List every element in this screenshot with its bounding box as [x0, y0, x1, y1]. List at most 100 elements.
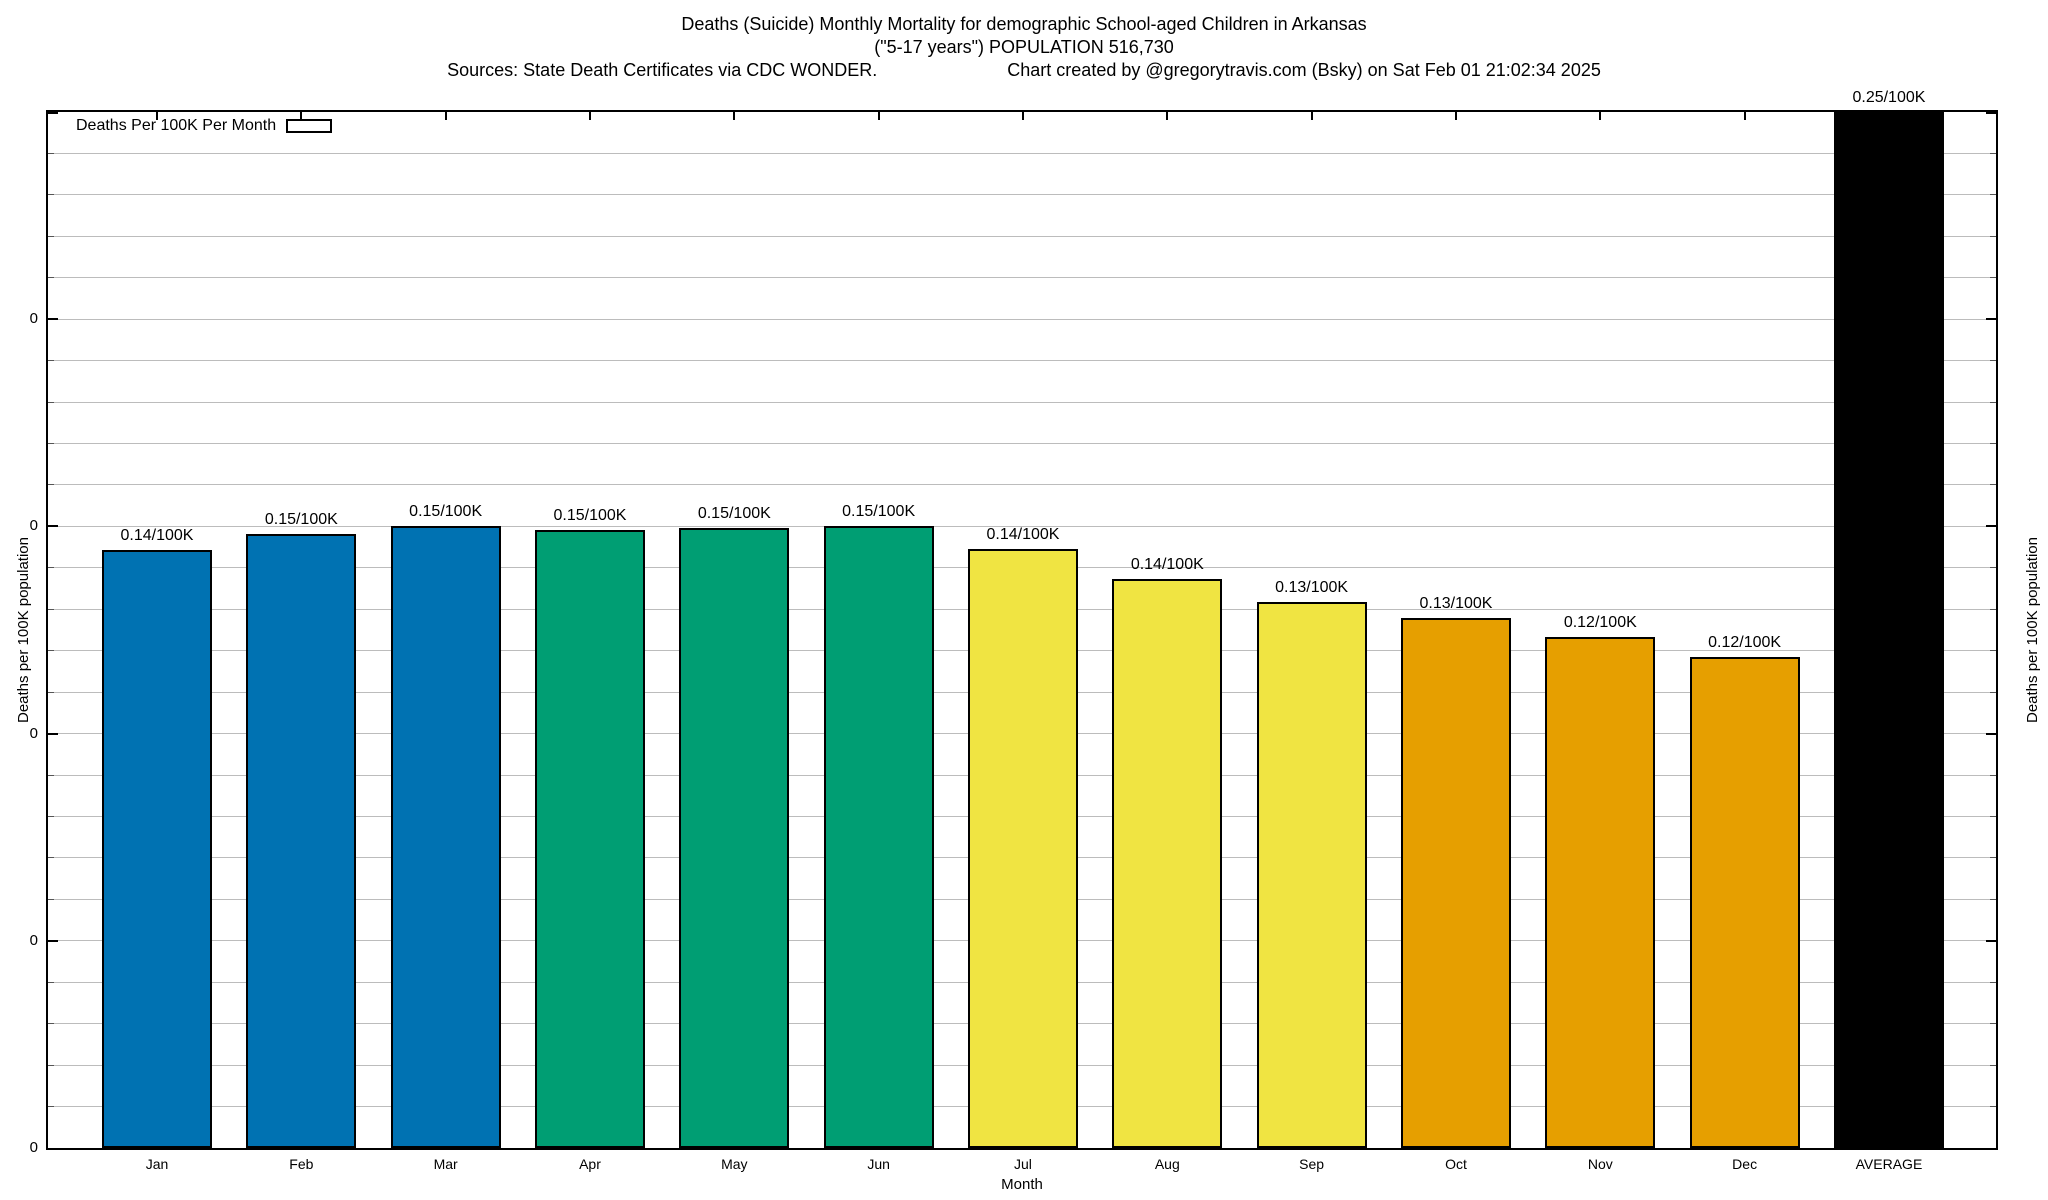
x-top-tick-jan: [156, 112, 158, 120]
bar-value-label-may: 0.15/100K: [697, 505, 771, 522]
y-minor-tick: [48, 815, 54, 817]
bar-feb: [246, 534, 357, 1148]
x-tick-label-dec: Dec: [1732, 1156, 1758, 1172]
x-tick-label-aug: Aug: [1154, 1156, 1180, 1172]
bar-mar: [390, 526, 501, 1148]
y-minor-tick: [48, 152, 54, 154]
y-minor-tick: [1990, 277, 1996, 279]
y-minor-tick: [1990, 443, 1996, 445]
x-tick-label-jan: Jan: [145, 1156, 169, 1172]
x-tick-label-feb: Feb: [289, 1156, 314, 1172]
y-minor-tick: [1990, 401, 1996, 403]
bar-jan: [102, 550, 212, 1148]
y-minor-tick: [1990, 857, 1996, 859]
x-top-tick-apr: [588, 112, 591, 120]
bar-dec: [1689, 657, 1800, 1148]
x-tick-label-jun: Jun: [867, 1156, 890, 1172]
x-tick-label-sep: Sep: [1299, 1156, 1325, 1172]
gridline: [48, 235, 1996, 237]
y-minor-tick: [48, 277, 54, 279]
y-minor-tick: [1990, 235, 1996, 237]
y-minor-tick: [48, 360, 54, 362]
y-minor-tick: [48, 981, 54, 983]
x-top-tick-nov: [1599, 112, 1602, 120]
x-top-tick-feb: [300, 112, 303, 120]
x-top-tick-jul: [1021, 112, 1024, 120]
x-top-tick-mar: [444, 112, 447, 120]
y-major-tick: [48, 939, 58, 942]
y-minor-tick: [1990, 152, 1996, 154]
x-top-tick-jun: [877, 112, 880, 120]
x-axis-label: Month: [1001, 1176, 1043, 1193]
x-tick-label-may: May: [721, 1156, 748, 1172]
x-tick-label-nov: Nov: [1587, 1156, 1613, 1172]
y-minor-tick: [1990, 650, 1996, 652]
y-minor-tick: [1990, 194, 1996, 196]
sources-text: Sources: State Death Certificates via CD…: [447, 60, 878, 80]
y-minor-tick: [48, 235, 54, 237]
chart-title-line2: ("5-17 years") POPULATION 516,730: [874, 37, 1174, 57]
y-minor-tick: [48, 194, 54, 196]
legend: Deaths Per 100K Per Month: [76, 117, 333, 135]
y-tick-label: 0: [29, 931, 38, 949]
y-major-tick: [1986, 732, 1996, 735]
y-minor-tick: [1990, 898, 1996, 900]
bar-value-label-jan: 0.14/100K: [120, 527, 194, 544]
x-tick-label-apr: Apr: [579, 1156, 601, 1172]
y-tick-label: 0: [29, 517, 38, 535]
gridline: [48, 152, 1996, 154]
gridline: [48, 484, 1996, 486]
x-tick-label-average: AVERAGE: [1855, 1156, 1923, 1172]
x-tick-label-oct: Oct: [1445, 1156, 1467, 1172]
y-major-tick: [1986, 318, 1996, 321]
y-minor-tick: [48, 567, 54, 569]
y-minor-tick: [1990, 608, 1996, 610]
y-minor-tick: [1990, 691, 1996, 693]
x-top-tick-oct: [1454, 112, 1457, 120]
plot-area: Deaths Per 100K Per Month 0.14/100K 0.15/…: [46, 89, 1998, 1150]
y-axis-label-right: Deaths per 100K population: [2024, 537, 2041, 723]
x-tick-label-mar: Mar: [433, 1156, 458, 1172]
bar-average: [1833, 112, 1944, 1148]
y-major-tick: [1986, 112, 1996, 114]
gridline: [48, 360, 1996, 362]
y-minor-tick: [1990, 567, 1996, 569]
y-axis-label-left: Deaths per 100K population: [15, 537, 32, 723]
y-tick-label: 0: [29, 724, 38, 742]
bar-jul: [967, 549, 1078, 1148]
x-top-tick-aug: [1166, 112, 1169, 120]
y-major-tick: [48, 525, 58, 528]
bar-oct: [1400, 618, 1511, 1148]
x-top-tick-sep: [1310, 112, 1313, 120]
bar-value-label-jun: 0.15/100K: [842, 503, 916, 520]
bar-nov: [1545, 637, 1656, 1148]
y-minor-tick: [48, 443, 54, 445]
chart-title-line1: Deaths (Suicide) Monthly Mortality for d…: [681, 14, 1367, 34]
bar-aug: [1112, 579, 1223, 1148]
y-minor-tick: [48, 774, 54, 776]
y-minor-tick: [1990, 815, 1996, 817]
y-tick-label: 0: [29, 1139, 38, 1156]
credit-text: Chart created by @gregorytravis.com (Bsk…: [1007, 60, 1601, 80]
gridline: [48, 194, 1996, 196]
y-tick-label: 0: [29, 310, 38, 328]
bar-value-label-dec: 0.12/100K: [1708, 634, 1782, 651]
y-minor-tick: [1990, 1106, 1996, 1108]
chart-subtitle-row: Sources: State Death Certificates via CD…: [0, 59, 2048, 81]
y-minor-tick: [48, 1064, 54, 1066]
gridline: [48, 443, 1996, 445]
y-minor-tick: [48, 691, 54, 693]
bar-value-label-aug: 0.14/100K: [1130, 556, 1204, 573]
bar-value-label-oct: 0.13/100K: [1419, 595, 1493, 612]
bar-value-label-jul: 0.14/100K: [986, 526, 1060, 543]
bar-may: [679, 528, 790, 1148]
bar-sep: [1256, 602, 1367, 1148]
gridline: [48, 525, 1996, 527]
legend-label: Deaths Per 100K Per Month: [76, 117, 277, 134]
bar-value-label-sep: 0.13/100K: [1275, 579, 1349, 596]
bar-value-label-mar: 0.15/100K: [409, 503, 483, 520]
y-major-tick: [1986, 939, 1996, 942]
bar-jun: [823, 526, 934, 1148]
y-minor-tick: [48, 484, 54, 486]
legend-swatch: [286, 119, 333, 133]
